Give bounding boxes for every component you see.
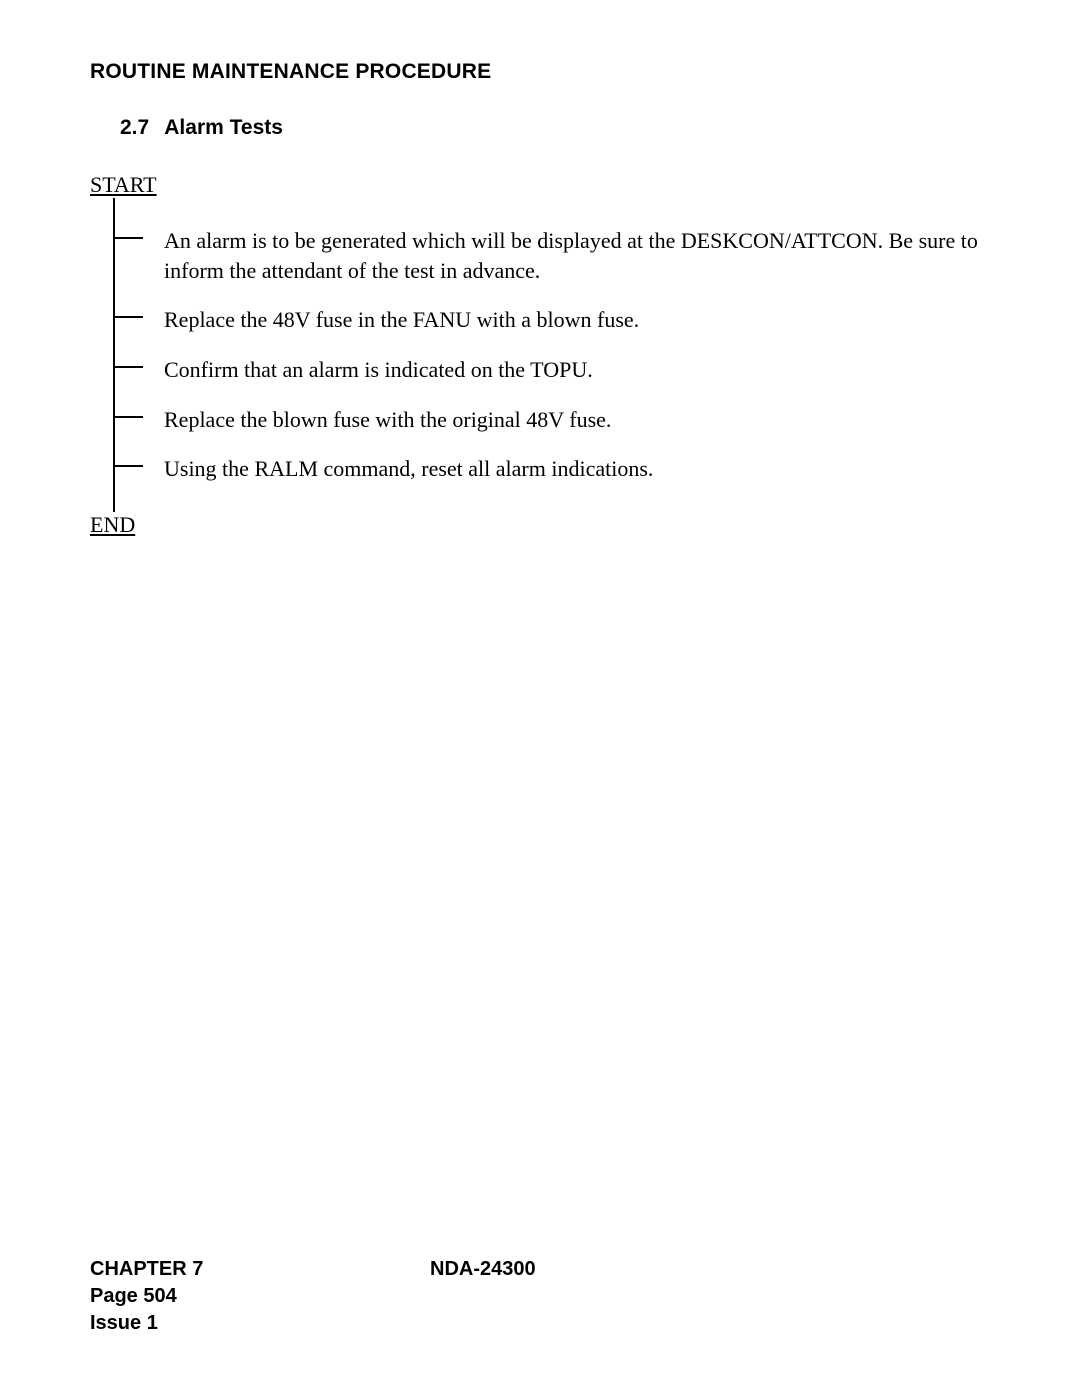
tick-mark (113, 366, 143, 368)
step-text: Confirm that an alarm is indicated on th… (164, 355, 593, 385)
page-footer: CHAPTER 7 NDA-24300 Page 504 Issue 1 (90, 1256, 990, 1337)
step: Replace the blown fuse with the original… (90, 405, 990, 435)
section-title: 2.7 Alarm Tests (120, 116, 990, 140)
footer-chapter: CHAPTER 7 (90, 1256, 430, 1283)
step-text: Replace the blown fuse with the original… (164, 405, 611, 435)
footer-doc-id: NDA-24300 (430, 1256, 536, 1283)
step: Using the RALM command, reset all alarm … (90, 454, 990, 484)
start-label: START (90, 172, 157, 198)
section-name: Alarm Tests (164, 116, 283, 139)
step-text: Using the RALM command, reset all alarm … (164, 454, 653, 484)
tick-mark (113, 416, 143, 418)
step: Confirm that an alarm is indicated on th… (90, 355, 990, 385)
flow-line: An alarm is to be generated which will b… (90, 198, 990, 512)
document-header: ROUTINE MAINTENANCE PROCEDURE (90, 60, 990, 84)
tick-mark (113, 316, 143, 318)
procedure-flow: START An alarm is to be generated which … (90, 172, 990, 538)
step: Replace the 48V fuse in the FANU with a … (90, 305, 990, 335)
step: An alarm is to be generated which will b… (90, 226, 990, 285)
footer-issue: Issue 1 (90, 1310, 990, 1337)
step-text: Replace the 48V fuse in the FANU with a … (164, 305, 639, 335)
footer-page: Page 504 (90, 1283, 990, 1310)
tick-mark (113, 465, 143, 467)
step-text: An alarm is to be generated which will b… (164, 226, 984, 285)
end-label: END (90, 512, 135, 538)
page: ROUTINE MAINTENANCE PROCEDURE 2.7 Alarm … (0, 0, 1080, 1397)
end-wrap: END (90, 512, 990, 538)
section-number: 2.7 (120, 116, 149, 139)
steps-container: An alarm is to be generated which will b… (90, 198, 990, 512)
tick-mark (113, 237, 143, 239)
